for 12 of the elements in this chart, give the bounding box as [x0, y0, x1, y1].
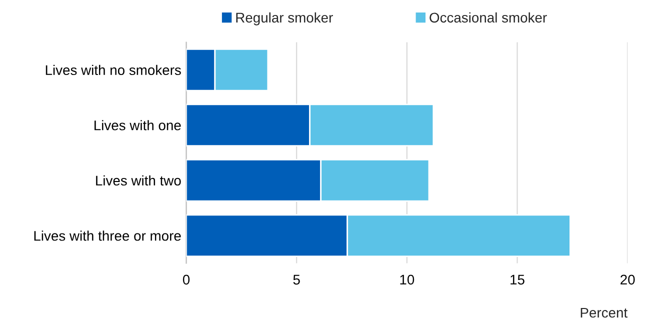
- x-tick-label: 5: [293, 274, 300, 285]
- y-tick-label: Lives with no smokers: [46, 64, 181, 76]
- x-tick-label: 20: [620, 274, 635, 285]
- y-tick-label: Lives with two: [96, 175, 181, 186]
- y-tick-label: Lives with three or more: [34, 230, 181, 241]
- x-tick-label: 15: [510, 274, 524, 285]
- x-tick-label: 0: [182, 274, 190, 285]
- x-tick-label: 10: [400, 274, 414, 285]
- x-axis-title: Percent: [580, 308, 628, 318]
- y-tick-label: Lives with one: [94, 120, 181, 130]
- legend-label: Occasional smoker: [430, 12, 547, 23]
- legend-label: Regular smoker: [236, 12, 333, 26]
